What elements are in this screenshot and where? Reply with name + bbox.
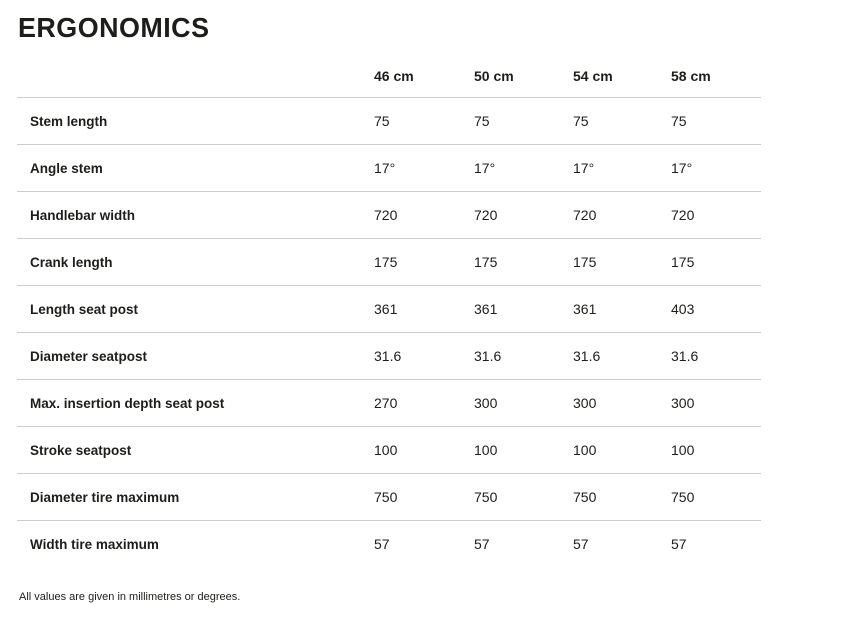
spec-value: 270 [374, 379, 474, 428]
spec-value: 720 [671, 191, 761, 240]
spec-value: 57 [671, 536, 687, 553]
spec-value: 175 [374, 238, 474, 287]
size-column-header: 50 cm [474, 68, 573, 99]
spec-value: 100 [573, 426, 671, 475]
ergonomics-table: 46 cm 50 cm 54 cm 58 cm Stem length 75 75 75 75… [17, 68, 761, 568]
spec-value: 75 [573, 97, 671, 146]
spec-row-label: Width tire maximum [30, 536, 159, 552]
size-column-header: 58 cm [671, 68, 761, 99]
table-header-row: 46 cm 50 cm 54 cm 58 cm [17, 68, 761, 99]
spec-value: 361 [474, 285, 573, 334]
size-column-header: 54 cm [573, 68, 671, 99]
spec-row-label: Diameter seatpost [17, 332, 374, 381]
spec-value: 17° [474, 144, 573, 193]
ergonomics-section: ERGONOMICS 46 cm 50 cm 54 cm 58 cm Stem len… [17, 12, 761, 603]
spec-value: 100 [671, 426, 761, 475]
spec-value: 100 [474, 426, 573, 475]
spec-row: Diameter seatpost 31.6 31.6 31.6 31.6 [17, 332, 761, 381]
spec-row: Angle stem 17° 17° 17° 17° [17, 144, 761, 193]
spec-value: 750 [573, 473, 671, 522]
spec-value: 75 [671, 97, 761, 146]
spec-value: 750 [474, 473, 573, 522]
spec-value: 175 [671, 238, 761, 287]
spec-row: Width tire maximum 57 57 57 57 [17, 521, 761, 568]
spec-value: 100 [374, 426, 474, 475]
spec-value: 31.6 [671, 332, 761, 381]
spec-row: Max. insertion depth seat post 270 300 300 3… [17, 379, 761, 428]
spec-name-header [17, 68, 374, 99]
spec-value: 175 [474, 238, 573, 287]
spec-row-label: Angle stem [17, 144, 374, 193]
spec-value: 750 [374, 473, 474, 522]
spec-row: Length seat post 361 361 361 403 [17, 285, 761, 334]
spec-row-label: Stem length [17, 97, 374, 146]
spec-value: 175 [573, 238, 671, 287]
spec-row: Handlebar width 720 720 720 720 [17, 191, 761, 240]
spec-value: 31.6 [374, 332, 474, 381]
spec-value: 17° [573, 144, 671, 193]
spec-value: 31.6 [573, 332, 671, 381]
spec-value: 31.6 [474, 332, 573, 381]
spec-value: 57 [573, 536, 589, 553]
spec-row: Stroke seatpost 100 100 100 100 [17, 426, 761, 475]
spec-row-label: Stroke seatpost [17, 426, 374, 475]
spec-value: 361 [573, 285, 671, 334]
page-title: ERGONOMICS [18, 12, 210, 43]
spec-row-label: Crank length [17, 238, 374, 287]
spec-value: 57 [374, 536, 390, 553]
spec-value: 720 [573, 191, 671, 240]
spec-row: Diameter tire maximum 750 750 750 750 [17, 473, 761, 522]
spec-value: 17° [671, 144, 761, 193]
spec-row: Stem length 75 75 75 75 [17, 97, 761, 146]
spec-row-label: Length seat post [17, 285, 374, 334]
table-body: Stem length 75 75 75 75 Angle stem 17° 17° 17° 17… [17, 97, 761, 568]
spec-value: 300 [573, 379, 671, 428]
spec-value: 75 [374, 97, 474, 146]
spec-value: 300 [474, 379, 573, 428]
spec-value: 17° [374, 144, 474, 193]
units-footnote: All values are given in millimetres or d… [19, 590, 241, 603]
spec-value: 720 [374, 191, 474, 240]
spec-row-label: Max. insertion depth seat post [17, 379, 374, 428]
spec-value: 750 [671, 473, 761, 522]
spec-row: Crank length 175 175 175 175 [17, 238, 761, 287]
size-column-header: 46 cm [374, 68, 474, 99]
spec-value: 403 [671, 285, 761, 334]
spec-value: 300 [671, 379, 761, 428]
spec-row-label: Diameter tire maximum [17, 473, 374, 522]
spec-value: 75 [474, 97, 573, 146]
spec-value: 720 [474, 191, 573, 240]
spec-value: 57 [474, 536, 490, 553]
spec-value: 361 [374, 285, 474, 334]
spec-row-label: Handlebar width [17, 191, 374, 240]
